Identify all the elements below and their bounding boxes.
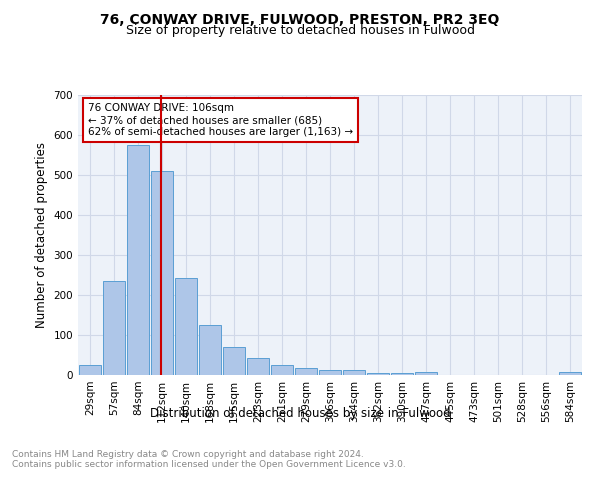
Bar xyxy=(391,373,413,375)
Text: Size of property relative to detached houses in Fulwood: Size of property relative to detached ho… xyxy=(125,24,475,37)
Bar xyxy=(175,278,197,375)
Bar xyxy=(271,365,293,375)
Bar xyxy=(295,368,317,375)
Bar xyxy=(415,372,437,375)
Y-axis label: Number of detached properties: Number of detached properties xyxy=(35,142,48,328)
Text: 76 CONWAY DRIVE: 106sqm
← 37% of detached houses are smaller (685)
62% of semi-d: 76 CONWAY DRIVE: 106sqm ← 37% of detache… xyxy=(88,104,353,136)
Text: 76, CONWAY DRIVE, FULWOOD, PRESTON, PR2 3EQ: 76, CONWAY DRIVE, FULWOOD, PRESTON, PR2 … xyxy=(100,12,500,26)
Bar xyxy=(151,171,173,375)
Bar xyxy=(559,372,581,375)
Bar xyxy=(199,325,221,375)
Text: Contains HM Land Registry data © Crown copyright and database right 2024.
Contai: Contains HM Land Registry data © Crown c… xyxy=(12,450,406,469)
Bar xyxy=(103,281,125,375)
Bar xyxy=(79,365,101,375)
Bar xyxy=(223,347,245,375)
Bar xyxy=(367,373,389,375)
Text: Distribution of detached houses by size in Fulwood: Distribution of detached houses by size … xyxy=(149,408,451,420)
Bar xyxy=(127,145,149,375)
Bar xyxy=(343,370,365,375)
Bar xyxy=(247,358,269,375)
Bar xyxy=(319,370,341,375)
